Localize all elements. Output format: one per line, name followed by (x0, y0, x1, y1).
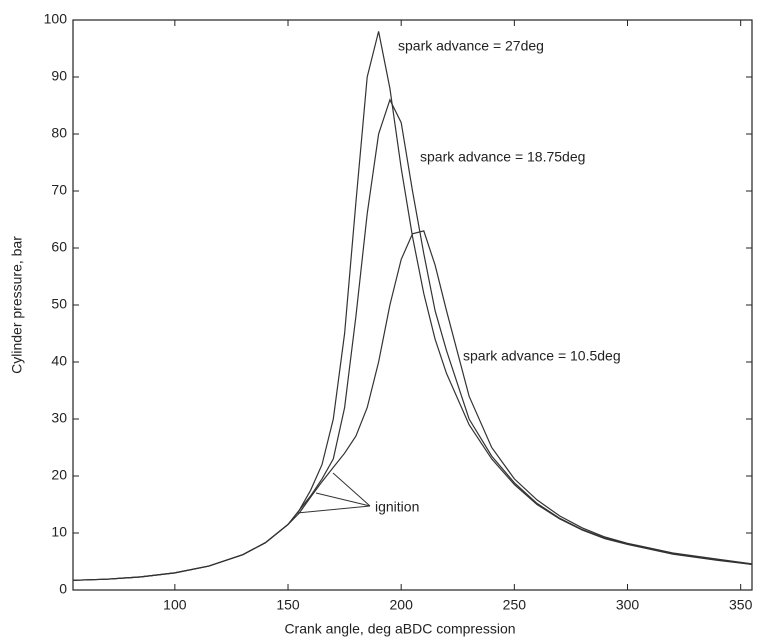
y-tick-label: 20 (51, 467, 67, 483)
y-axis-label: Cylinder pressure, bar (9, 236, 25, 374)
x-tick-label: 300 (616, 597, 640, 613)
x-tick-label: 100 (163, 597, 187, 613)
y-tick-label: 50 (51, 296, 67, 312)
x-tick-label: 350 (729, 597, 753, 613)
ignition-label: ignition (375, 499, 419, 515)
y-tick-label: 80 (51, 125, 67, 141)
x-tick-label: 150 (276, 597, 300, 613)
pressure-curve (72, 230, 753, 581)
pointer (315, 492, 371, 507)
series-label: spark advance = 18.75deg (420, 149, 585, 165)
x-axis-label: Crank angle, deg aBDC compression (284, 621, 515, 637)
pointer (332, 472, 371, 507)
y-tick-label: 30 (51, 410, 67, 426)
y-tick-label: 10 (51, 524, 67, 540)
y-tick-label: 0 (59, 581, 67, 597)
y-tick-label: 70 (51, 182, 67, 198)
series-label: spark advance = 27deg (398, 38, 544, 54)
series-label: spark advance = 10.5deg (463, 348, 621, 364)
y-tick-label: 100 (44, 11, 68, 27)
y-tick-label: 90 (51, 68, 67, 84)
x-tick-label: 250 (503, 597, 527, 613)
pointer (296, 505, 371, 514)
y-tick-label: 60 (51, 239, 67, 255)
y-tick-label: 40 (51, 353, 67, 369)
ignition-pointers (296, 472, 371, 514)
x-tick-label: 200 (390, 597, 414, 613)
